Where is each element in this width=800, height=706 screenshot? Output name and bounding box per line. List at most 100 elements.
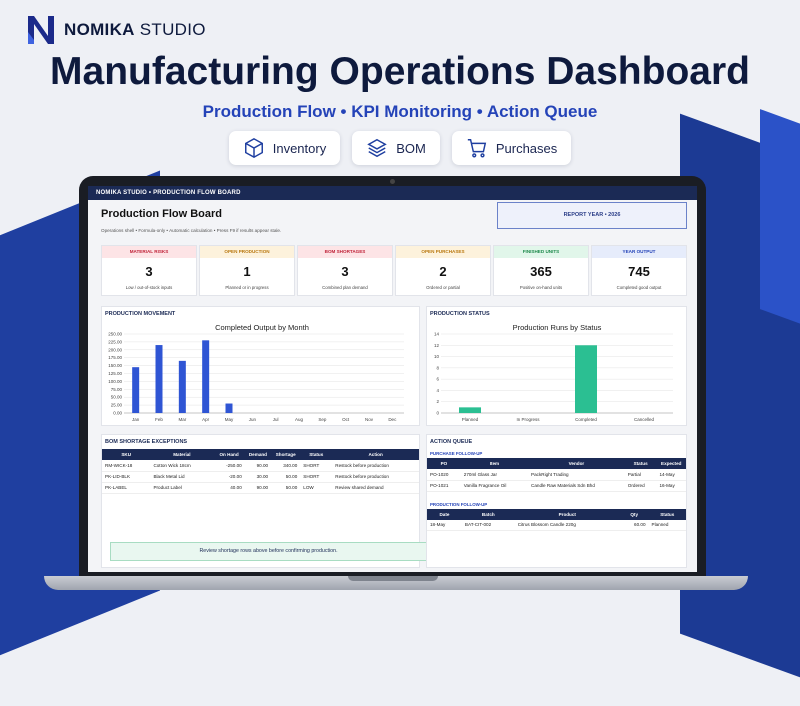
y-tick-label: 4 <box>436 388 439 393</box>
y-tick-label: 150.00 <box>108 363 122 368</box>
table-cell: Restock before production <box>332 460 419 472</box>
bar <box>178 360 186 413</box>
purchases-pill-label: Purchases <box>495 140 558 156</box>
x-tick-label: Sep <box>318 417 327 422</box>
table-cell: Vanilla Fragrance Oil <box>460 480 529 492</box>
report-year-box[interactable]: REPORT YEAR • 2026 <box>497 202 687 229</box>
table-cell: PackRight Trading <box>528 469 625 481</box>
laptop-base <box>44 576 748 590</box>
table-cell: SHORT <box>300 471 333 483</box>
x-tick-label: Aug <box>295 417 304 422</box>
column-header: SKU <box>102 449 151 460</box>
purchase-row[interactable]: PO-1021 Vanilla Fragrance Oil Candle Raw M… <box>427 480 686 492</box>
table-cell: 60.00 <box>619 519 649 531</box>
table-cell: Cotton Wick 18cm <box>150 460 214 472</box>
bom-shortage-panel: BOM SHORTAGE EXCEPTIONS SKU Material On Ha… <box>101 434 427 568</box>
panel-title: BOM SHORTAGE EXCEPTIONS <box>105 439 188 445</box>
cart-icon <box>467 139 487 158</box>
table-cell: 30.00 <box>244 471 272 483</box>
y-tick-label: 200.00 <box>108 347 122 352</box>
kpi-sub: Low / out-of-stock inputs <box>125 285 173 290</box>
kpi-sub: Combined plan demand <box>322 285 368 290</box>
laptop-frame: NOMIKA STUDIO • PRODUCTION FLOW BOARD Pr… <box>79 176 706 576</box>
kpi-value: 3 <box>145 264 153 279</box>
x-tick-label: Completed <box>575 417 597 422</box>
kpi-card: YEAR OUTPUT 745 Completed good output <box>591 245 687 296</box>
bom-row[interactable]: PK-LID-BLK Black Metal Lid -20.00 30.00 50.0… <box>102 471 419 483</box>
laptop-notch <box>348 576 438 581</box>
panel-title: PRODUCTION STATUS <box>430 311 490 317</box>
production-status-panel: PRODUCTION STATUS Production Runs by Sta… <box>426 306 687 426</box>
purchases-pill[interactable]: Purchases <box>451 131 572 165</box>
y-tick-label: 225.00 <box>108 339 122 344</box>
y-tick-label: 12 <box>434 343 440 348</box>
kpi-value: 1 <box>243 264 251 279</box>
board-title: Production Flow Board <box>101 208 222 220</box>
y-tick-label: 250.00 <box>108 332 122 337</box>
y-tick-label: 6 <box>436 377 439 382</box>
y-tick-label: 8 <box>436 365 439 370</box>
y-tick-label: 0 <box>436 411 439 416</box>
y-tick-label: 14 <box>434 332 440 337</box>
y-tick-label: 2 <box>436 399 439 404</box>
column-header: Demand <box>244 449 272 460</box>
table-cell: 50.00 <box>271 471 301 483</box>
kpi-header: FINISHED UNITS <box>494 246 588 258</box>
kpi-sub: Positive on-hand units <box>519 285 563 290</box>
x-tick-label: Planned <box>462 417 479 422</box>
table-cell: 270ml Glass Jar <box>460 469 529 481</box>
x-tick-label: May <box>225 417 234 422</box>
table-cell: 40.00 <box>213 482 245 494</box>
production-followup-table: Date Batch Product Qty Status 18-May BAT-CIT-… <box>427 508 686 531</box>
kpi-card: BOM SHORTAGES 3 Combined plan demand <box>297 245 393 296</box>
chart-title: Production Runs by Status <box>513 323 602 332</box>
box-icon <box>244 137 263 159</box>
kpi-header: BOM SHORTAGES <box>298 246 392 258</box>
brand: NOMIKA STUDIO <box>26 14 206 46</box>
bom-pill[interactable]: BOM <box>352 131 440 165</box>
y-tick-label: 25.00 <box>111 403 123 408</box>
column-header: PO <box>427 458 461 469</box>
kpi-value: 3 <box>341 264 349 279</box>
table-cell: Review shared demand <box>332 482 419 494</box>
x-tick-label: In Progress <box>516 417 540 422</box>
table-cell: SHORT <box>300 460 333 472</box>
x-tick-label: Nov <box>365 417 374 422</box>
table-cell: 90.00 <box>244 482 272 494</box>
production-row[interactable]: 18-May BAT-CIT-002 Citrus Blossom Candle 2… <box>427 519 686 531</box>
table-cell: PO-1021 <box>427 480 461 492</box>
purchase-row[interactable]: PO-1020 270ml Glass Jar PackRight Trading P… <box>427 469 686 481</box>
bom-row[interactable]: PK-LABEL Product Label 40.00 90.00 50.00 LOW R… <box>102 482 419 494</box>
table-cell: 16-May <box>656 480 686 492</box>
layers-icon <box>367 138 387 158</box>
table-cell: PO-1020 <box>427 469 461 481</box>
bom-row[interactable]: RM-WICK-18 Cotton Wick 18cm -250.00 90.00 34… <box>102 460 419 472</box>
feature-pills: Inventory BOM Purchases <box>0 131 800 165</box>
kpi-value: 745 <box>628 264 650 279</box>
x-tick-label: Dec <box>388 417 397 422</box>
table-cell: 14-May <box>656 469 686 481</box>
kpi-card: MATERIAL RISKS 3 Low / out-of-stock inputs <box>101 245 197 296</box>
bar <box>155 345 163 413</box>
x-tick-label: Feb <box>155 417 163 422</box>
purchase-table: PO Item Vendor Status Expected PO-1020 270ml … <box>427 458 686 492</box>
movement-chart: Completed Output by Month 0.00 25.00 50.00 7… <box>108 323 404 422</box>
hero-subtitle: Production Flow • KPI Monitoring • Actio… <box>202 102 598 121</box>
inventory-pill[interactable]: Inventory <box>228 131 341 165</box>
x-tick-label: Mar <box>178 417 186 422</box>
y-tick-label: 175.00 <box>108 355 122 360</box>
table-cell: PK-LID-BLK <box>102 471 151 483</box>
table-cell: Planned <box>648 519 686 531</box>
y-tick-label: 10 <box>434 354 440 359</box>
y-tick-label: 75.00 <box>111 387 123 392</box>
y-tick-label: 125.00 <box>108 371 122 376</box>
hero-title: Manufacturing Operations Dashboard <box>50 50 750 93</box>
kpi-sub: Completed good output <box>616 285 662 290</box>
column-header: Item <box>460 458 529 469</box>
column-header: Status <box>300 449 333 460</box>
board-note: Operations shell • Formula-only • Automa… <box>101 228 282 233</box>
bar <box>459 407 481 413</box>
column-header: Status <box>624 458 657 469</box>
brand-logo-icon <box>28 16 54 44</box>
bar <box>202 340 210 413</box>
